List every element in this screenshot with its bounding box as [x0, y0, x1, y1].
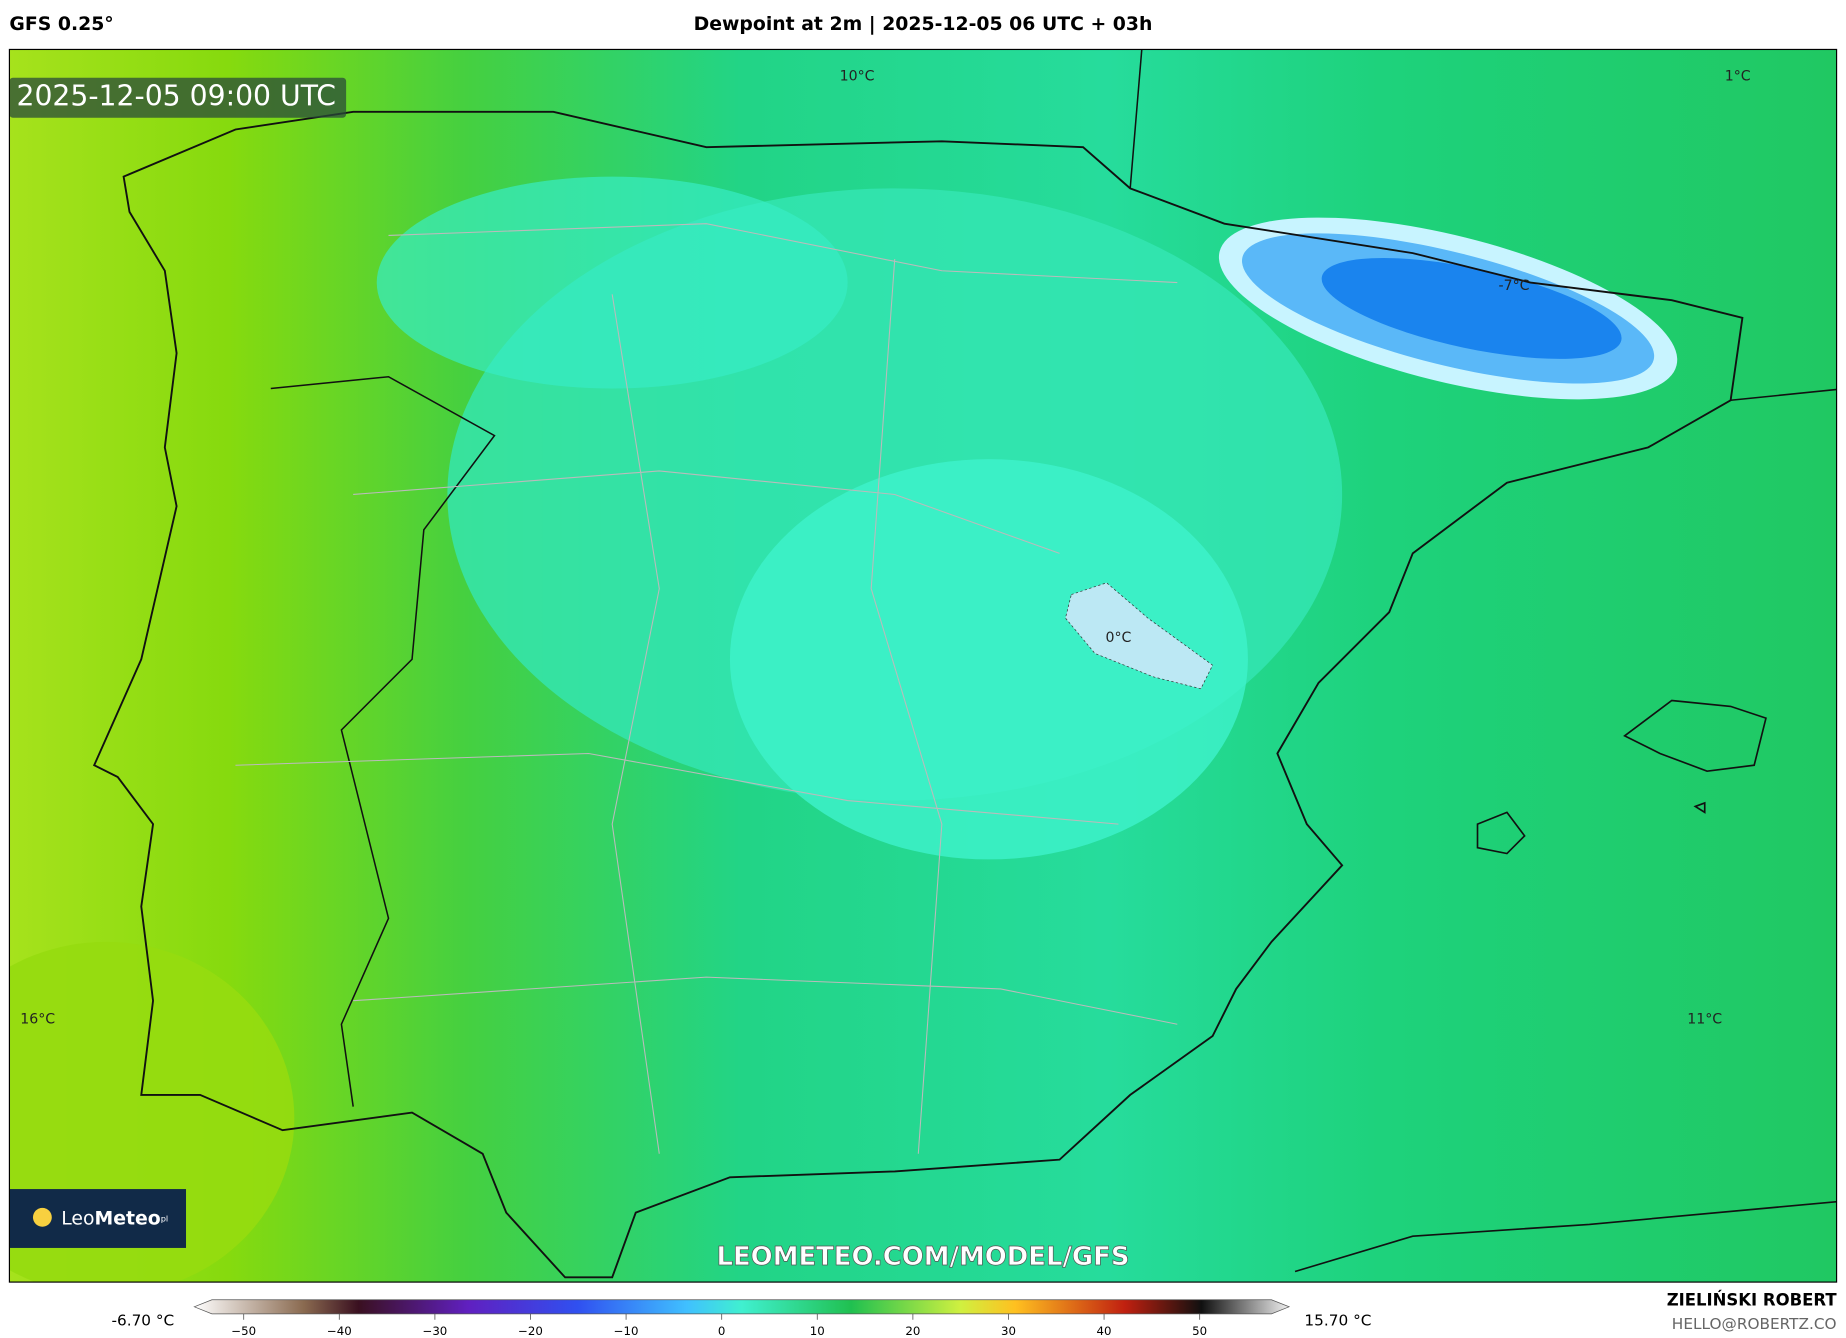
colorbar-max: 15.70 °C [1304, 1311, 1371, 1329]
island [1476, 699, 1767, 855]
contour-label: 16°C [20, 1012, 55, 1028]
colorbar-tick-label: 30 [1001, 1324, 1016, 1338]
field-zone [1321, 257, 1622, 359]
colorbar-tick-label: 50 [1192, 1324, 1207, 1338]
colorbar-min: -6.70 °C [111, 1311, 174, 1329]
timestamp-box [9, 77, 347, 118]
map-title: Dewpoint at 2m | 2025-12-05 06 UTC + 03h [694, 14, 1153, 35]
logo-part: Meteo [94, 1208, 160, 1229]
field-zone [376, 176, 848, 389]
logo-suffix: pl [161, 1213, 169, 1223]
coastline [1294, 1200, 1837, 1273]
colorbar-tick-label: 10 [810, 1324, 825, 1338]
colorbar-tick-label: 20 [905, 1324, 920, 1338]
model-label: GFS 0.25° [9, 14, 113, 35]
credit-name: ZIELIŃSKI ROBERT [1667, 1290, 1838, 1309]
colorbar-tick-label: 0 [718, 1324, 726, 1338]
contour-label: -7°C [1499, 278, 1530, 294]
contour-label: 0°C [1105, 630, 1131, 646]
watermark: LEOMETEO.COM/MODEL/GFS [717, 1242, 1130, 1272]
credit-email: HELLO@ROBERTZ.CO [1672, 1315, 1837, 1333]
map-frame [8, 48, 1838, 1283]
contour-label: 10°C [840, 69, 875, 85]
colorbar [193, 1299, 1291, 1315]
contour-label: 11°C [1687, 1012, 1722, 1028]
colorbar-tick-label: −10 [614, 1324, 639, 1338]
logo-text: LeoMeteopl [61, 1208, 168, 1229]
field-zone [1065, 582, 1214, 690]
logo-part: Leo [61, 1208, 94, 1229]
colorbar-tick-label: −50 [231, 1324, 256, 1338]
colorbar-tick-label: −30 [422, 1324, 447, 1338]
contour-label: 1°C [1725, 69, 1751, 85]
field-zone [729, 459, 1248, 860]
border [270, 49, 1837, 1107]
colorbar-tick-label: −40 [327, 1324, 352, 1338]
colorbar-ticks: −50 −40 −30 −20 −10 0 10 20 30 40 50 [231, 1313, 1207, 1338]
region-border [235, 223, 1178, 1154]
colorbar-tick-label: −20 [518, 1324, 543, 1338]
coastline [92, 110, 1744, 1279]
timestamp: 2025-12-05 09:00 UTC [16, 80, 336, 113]
map: 2025-12-05 09:00 UTC 10°C 1°C-7°C0°C16°C 1… [9, 49, 1837, 1283]
colorbar-tick-label: 40 [1097, 1324, 1112, 1338]
logo-sun [32, 1207, 52, 1227]
map-labels: 10°C 1°C -7°C 0°C 16°C 11°C [20, 69, 1751, 1028]
